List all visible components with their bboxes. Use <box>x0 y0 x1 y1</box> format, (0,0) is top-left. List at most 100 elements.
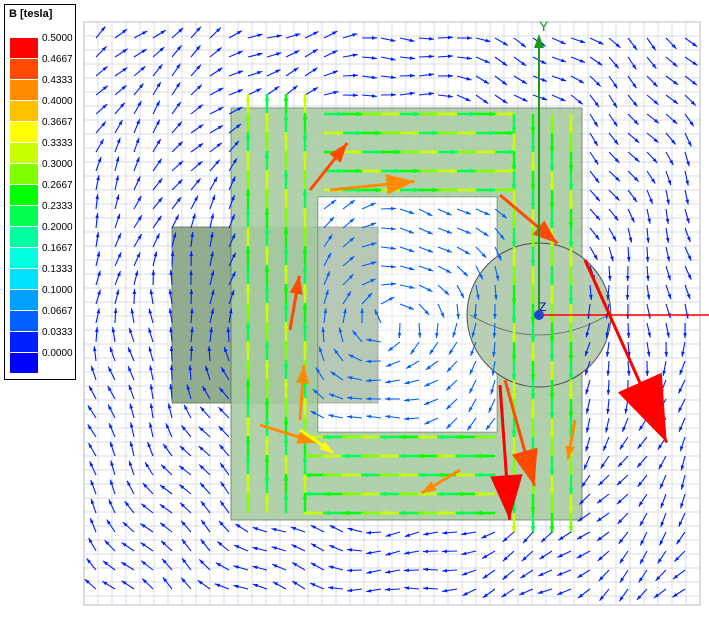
field-arrow <box>597 513 609 522</box>
field-arrow <box>134 176 140 190</box>
field-arrow <box>115 175 119 190</box>
field-arrow <box>286 68 298 76</box>
field-arrow <box>229 71 243 76</box>
field-arrow <box>153 47 164 57</box>
legend-value: 0.0333 <box>42 327 73 338</box>
field-arrow <box>130 441 134 456</box>
field-arrow <box>96 157 101 171</box>
field-arrow <box>191 196 198 209</box>
field-arrow <box>533 95 547 100</box>
field-arrow <box>609 133 618 145</box>
field-arrow <box>210 160 220 171</box>
field-arrow <box>130 422 134 437</box>
field-arrow <box>626 285 630 300</box>
field-arrow <box>115 120 122 133</box>
field-arrow <box>597 494 609 503</box>
field-arrow <box>666 247 670 262</box>
field-arrow <box>442 550 457 554</box>
field-arrow <box>603 437 609 451</box>
field-arrow <box>153 30 166 38</box>
field-arrow <box>522 551 533 561</box>
field-arrow <box>619 589 628 601</box>
field-arrow <box>457 36 472 40</box>
field-arrow <box>457 56 472 60</box>
field-arrow <box>571 76 584 83</box>
field-arrow <box>571 57 585 62</box>
field-arrow <box>423 587 438 591</box>
field-arrow <box>481 532 495 538</box>
field-arrow <box>590 133 598 146</box>
field-arrow <box>110 442 115 456</box>
field-arrow <box>609 228 616 241</box>
field-arrow <box>438 55 453 59</box>
legend-value: 0.3000 <box>42 159 73 170</box>
field-arrow <box>606 361 610 376</box>
z-axis-origin <box>534 310 544 320</box>
field-arrow <box>115 29 127 38</box>
field-arrow <box>482 551 495 559</box>
field-arrow <box>366 589 381 593</box>
legend-swatch <box>10 269 38 289</box>
field-arrow <box>252 547 267 551</box>
legend-swatch <box>10 185 38 205</box>
field-arrow <box>96 122 106 133</box>
field-arrow <box>150 403 154 418</box>
field-arrow <box>286 50 300 57</box>
legend-swatch <box>10 290 38 310</box>
field-arrow <box>166 423 172 437</box>
field-arrow <box>419 37 434 41</box>
field-arrow <box>584 456 590 470</box>
field-arrow <box>366 570 381 574</box>
field-arrow <box>590 190 600 201</box>
field-arrow <box>609 190 620 201</box>
field-arrow <box>606 399 610 414</box>
legend-swatch <box>10 248 38 268</box>
field-arrow <box>141 561 153 570</box>
field-arrow <box>666 228 670 243</box>
field-arrow <box>172 45 181 57</box>
legend-swatch <box>10 80 38 100</box>
field-arrow <box>438 94 453 98</box>
field-arrow <box>628 209 634 223</box>
field-arrow <box>115 85 126 95</box>
field-arrow <box>666 266 671 280</box>
field-arrow <box>661 513 666 527</box>
field-arrow <box>216 563 229 570</box>
field-arrow <box>381 38 396 42</box>
field-arrow <box>145 462 153 475</box>
field-arrow <box>143 483 153 494</box>
field-arrow <box>172 197 181 209</box>
field-arrow <box>538 570 552 576</box>
field-arrow <box>628 95 637 107</box>
field-arrow <box>678 399 685 412</box>
field-arrow <box>666 171 671 185</box>
field-arrow <box>660 532 666 546</box>
field-arrow <box>654 589 666 598</box>
field-arrow <box>210 195 215 209</box>
field-arrow <box>618 513 628 524</box>
field-arrow <box>607 380 611 395</box>
field-arrow <box>462 570 476 575</box>
field-arrow <box>160 485 172 494</box>
field-arrow <box>646 228 650 243</box>
field-arrow <box>215 584 229 589</box>
field-arrow <box>210 143 222 152</box>
field-arrow <box>541 532 552 542</box>
field-arrow <box>210 68 223 76</box>
field-arrow <box>220 463 229 475</box>
field-arrow <box>248 71 262 76</box>
field-arrow <box>673 570 685 579</box>
field-arrow <box>638 437 647 449</box>
field-arrow <box>590 247 598 260</box>
field-arrow <box>201 501 210 513</box>
field-arrow <box>115 138 120 152</box>
field-arrow <box>115 214 120 228</box>
field-arrow <box>638 475 647 487</box>
field-arrow <box>366 531 381 535</box>
field-arrow <box>172 102 181 114</box>
field-arrow <box>442 569 457 573</box>
field-arrow <box>115 156 119 171</box>
field-arrow <box>172 179 183 190</box>
